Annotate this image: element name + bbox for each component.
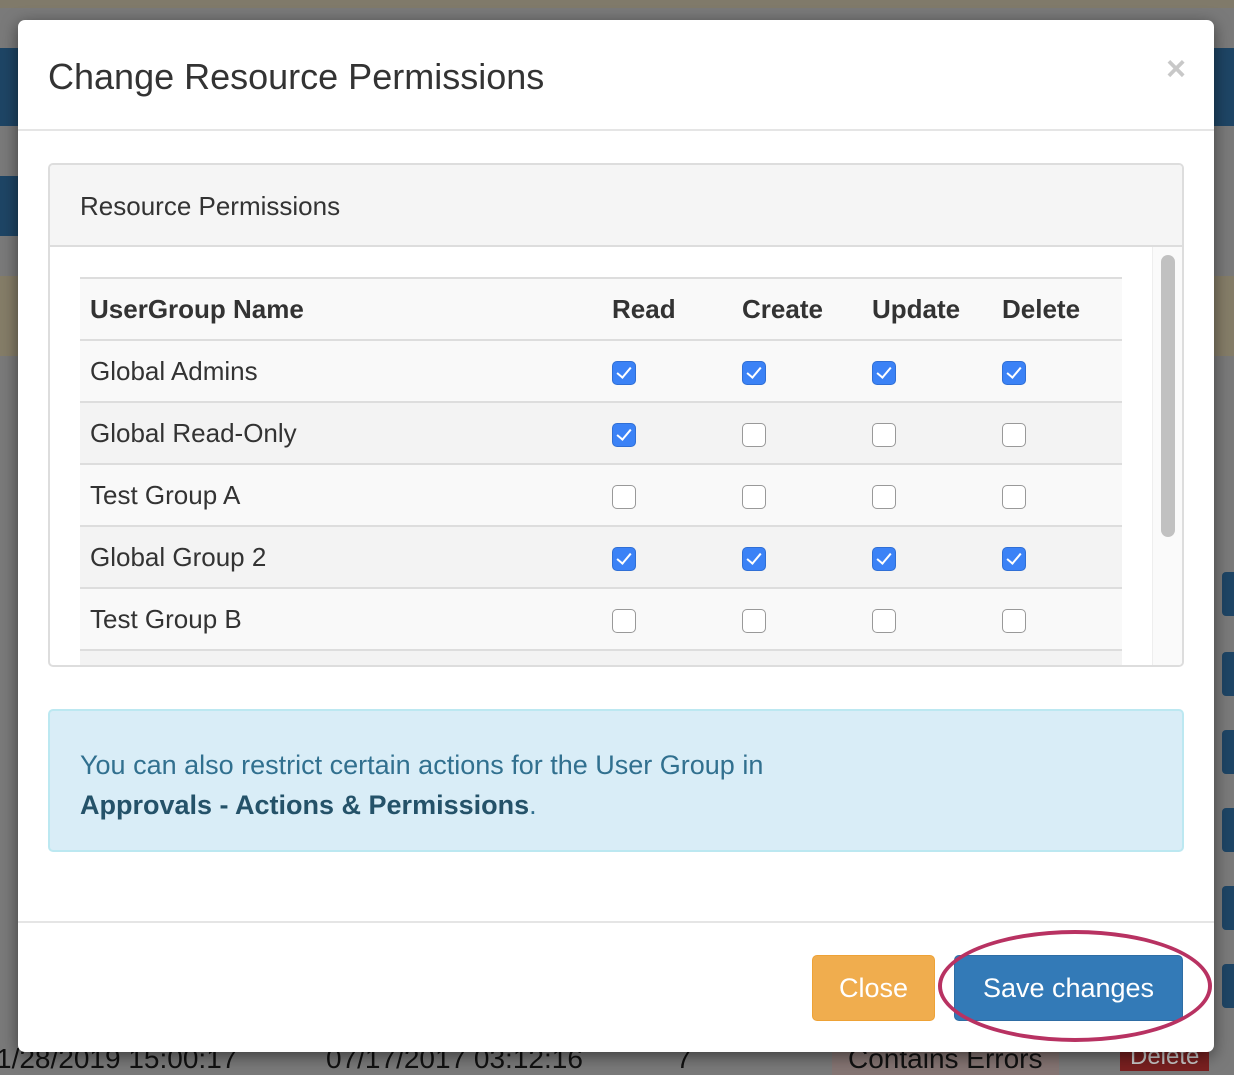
close-button[interactable]: Close <box>812 955 935 1021</box>
table-row-partial <box>80 650 602 665</box>
column-header: Read <box>602 277 732 341</box>
permission-cell <box>862 402 992 465</box>
permission-cell <box>992 526 1122 589</box>
table-row: Global Admins <box>80 340 1122 403</box>
permission-cell <box>732 464 862 527</box>
update-checkbox[interactable] <box>872 422 896 447</box>
create-checkbox[interactable] <box>742 484 766 509</box>
permission-cell <box>732 402 862 465</box>
background-action-button <box>1222 730 1234 774</box>
table-row: Test Group B <box>80 588 1122 651</box>
table-row: Global Group 2 <box>80 526 1122 589</box>
alert-text: You can also restrict certain actions fo… <box>80 750 764 780</box>
create-checkbox[interactable] <box>742 546 766 571</box>
background-top <box>0 0 1234 8</box>
read-checkbox[interactable] <box>612 360 636 385</box>
close-icon[interactable]: × <box>1166 50 1186 88</box>
delete-checkbox[interactable] <box>1002 422 1026 447</box>
modal-header: Change Resource Permissions × <box>18 20 1214 131</box>
create-checkbox[interactable] <box>742 608 766 633</box>
delete-checkbox[interactable] <box>1002 546 1026 571</box>
permission-cell <box>862 340 992 403</box>
column-header: UserGroup Name <box>80 277 602 341</box>
update-checkbox[interactable] <box>872 546 896 571</box>
permission-cell <box>862 588 992 651</box>
usergroup-name: Test Group A <box>80 464 602 527</box>
save-changes-button[interactable]: Save changes <box>954 955 1183 1021</box>
delete-checkbox[interactable] <box>1002 360 1026 385</box>
delete-checkbox[interactable] <box>1002 608 1026 633</box>
read-checkbox[interactable] <box>612 422 636 447</box>
permissions-panel: Resource Permissions UserGroup Name Read C… <box>48 163 1184 667</box>
table-row: Test Group A <box>80 464 1122 527</box>
permission-cell <box>862 464 992 527</box>
permission-cell <box>992 402 1122 465</box>
permission-cell <box>602 402 732 465</box>
panel-body: UserGroup Name Read Create Update Delete Glo… <box>50 247 1182 665</box>
create-checkbox[interactable] <box>742 422 766 447</box>
delete-checkbox[interactable] <box>1002 484 1026 509</box>
alert-suffix: . <box>529 790 537 820</box>
background-action-button <box>1222 964 1234 1008</box>
usergroup-name: Global Group 2 <box>80 526 602 589</box>
permission-cell <box>732 588 862 651</box>
background-action-button <box>1222 808 1234 852</box>
update-checkbox[interactable] <box>872 360 896 385</box>
background-action-button <box>1222 572 1234 616</box>
permission-cell <box>992 588 1122 651</box>
permission-cell <box>992 340 1122 403</box>
table-row: Global Read-Only <box>80 402 1122 465</box>
modal-title: Change Resource Permissions <box>48 56 545 97</box>
background-action-button <box>1222 652 1234 696</box>
permissions-table: UserGroup Name Read Create Update Delete Glo… <box>80 277 1122 665</box>
permission-cell <box>992 464 1122 527</box>
usergroup-name: Test Group B <box>80 588 602 651</box>
permission-cell <box>732 340 862 403</box>
update-checkbox[interactable] <box>872 608 896 633</box>
modal-footer-divider <box>18 921 1214 923</box>
column-header: Update <box>862 277 992 341</box>
scrollbar-thumb[interactable] <box>1161 255 1175 537</box>
update-checkbox[interactable] <box>872 484 896 509</box>
usergroup-name: Global Read-Only <box>80 402 602 465</box>
approvals-link[interactable]: Approvals - Actions & Permissions <box>80 790 530 820</box>
panel-title: Resource Permissions <box>50 165 1182 247</box>
background-action-button <box>1222 886 1234 930</box>
permission-cell <box>602 464 732 527</box>
read-checkbox[interactable] <box>612 608 636 633</box>
permission-cell <box>602 588 732 651</box>
permission-cell <box>732 526 862 589</box>
usergroup-name: Global Admins <box>80 340 602 403</box>
create-checkbox[interactable] <box>742 360 766 385</box>
read-checkbox[interactable] <box>612 546 636 571</box>
read-checkbox[interactable] <box>612 484 636 509</box>
permission-cell <box>602 526 732 589</box>
permission-cell <box>862 526 992 589</box>
info-alert: You can also restrict certain actions fo… <box>48 709 1184 852</box>
permission-cell <box>602 340 732 403</box>
column-header: Create <box>732 277 862 341</box>
column-header: Delete <box>992 277 1122 341</box>
scrollbar[interactable] <box>1152 247 1182 665</box>
permissions-modal: Change Resource Permissions × Resource P… <box>18 20 1214 1052</box>
